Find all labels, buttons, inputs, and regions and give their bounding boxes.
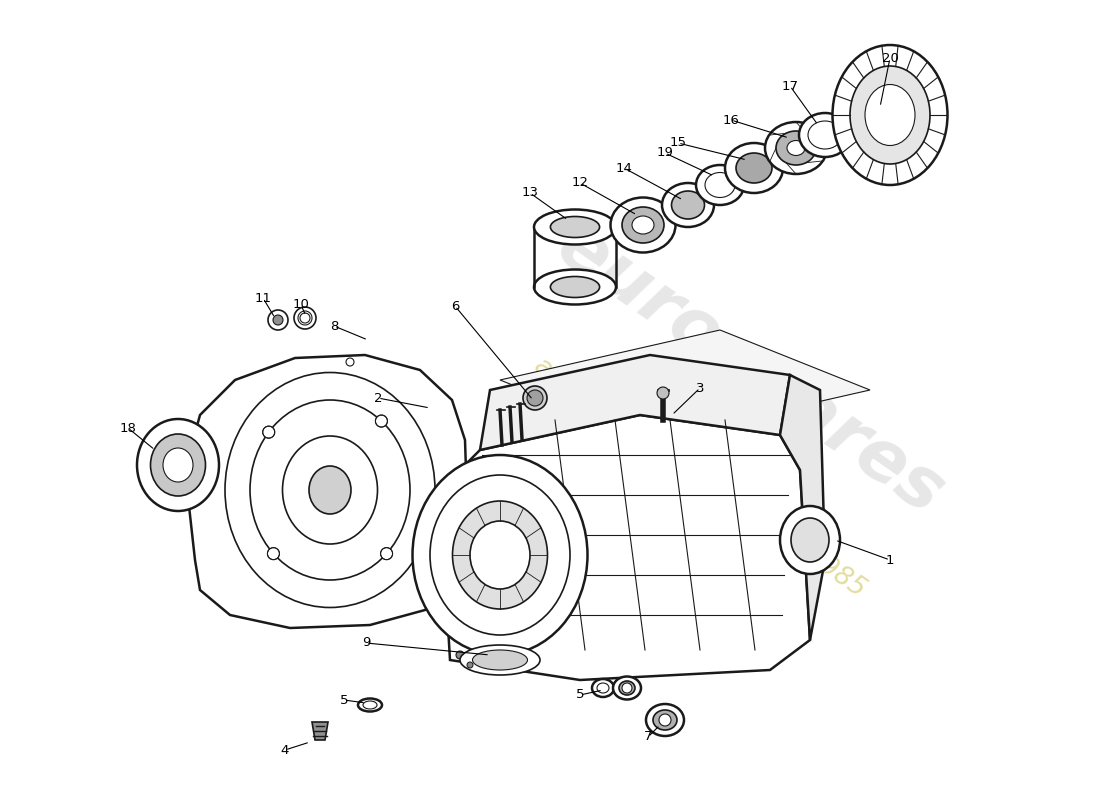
Text: 4: 4 [280, 743, 289, 757]
Circle shape [263, 426, 275, 438]
Ellipse shape [460, 645, 540, 675]
Ellipse shape [358, 698, 382, 711]
Ellipse shape [597, 683, 609, 693]
Circle shape [621, 683, 632, 693]
Text: 15: 15 [670, 137, 686, 150]
Ellipse shape [764, 122, 827, 174]
Text: 14: 14 [616, 162, 632, 174]
Text: 5: 5 [340, 694, 349, 706]
Polygon shape [480, 355, 790, 450]
Ellipse shape [776, 131, 816, 165]
Text: 18: 18 [120, 422, 136, 434]
Circle shape [527, 390, 543, 406]
Ellipse shape [473, 650, 528, 670]
Text: 5: 5 [575, 689, 584, 702]
Ellipse shape [808, 121, 842, 149]
Text: 6: 6 [451, 299, 459, 313]
Circle shape [659, 714, 671, 726]
Ellipse shape [786, 141, 805, 155]
Polygon shape [312, 722, 328, 740]
Ellipse shape [151, 434, 206, 496]
Polygon shape [780, 375, 825, 640]
Circle shape [855, 123, 861, 129]
Ellipse shape [550, 277, 600, 298]
Circle shape [456, 651, 464, 659]
Text: 3: 3 [695, 382, 704, 394]
Ellipse shape [412, 455, 587, 655]
Polygon shape [440, 415, 810, 680]
Text: 1: 1 [886, 554, 894, 566]
Circle shape [300, 313, 310, 323]
Text: 17: 17 [781, 79, 799, 93]
Ellipse shape [705, 173, 735, 198]
Ellipse shape [470, 521, 530, 589]
Text: 2: 2 [374, 391, 383, 405]
Ellipse shape [653, 710, 676, 730]
Ellipse shape [621, 207, 664, 243]
Ellipse shape [725, 143, 783, 193]
Polygon shape [500, 330, 870, 440]
Ellipse shape [613, 677, 641, 699]
Polygon shape [185, 355, 468, 628]
Ellipse shape [696, 165, 744, 205]
Text: 8: 8 [330, 319, 338, 333]
Ellipse shape [736, 153, 772, 183]
Circle shape [381, 548, 393, 560]
Circle shape [375, 415, 387, 427]
Ellipse shape [833, 45, 947, 185]
Text: 7: 7 [644, 730, 652, 743]
Ellipse shape [671, 191, 704, 219]
Ellipse shape [163, 448, 192, 482]
Text: 12: 12 [572, 177, 588, 190]
Ellipse shape [550, 217, 600, 238]
Text: 13: 13 [521, 186, 539, 199]
Text: 11: 11 [254, 291, 272, 305]
Ellipse shape [534, 270, 616, 305]
Ellipse shape [646, 704, 684, 736]
Ellipse shape [662, 183, 714, 227]
Ellipse shape [363, 701, 377, 709]
Text: 16: 16 [723, 114, 739, 126]
Circle shape [267, 548, 279, 560]
Ellipse shape [799, 113, 851, 157]
Ellipse shape [850, 66, 930, 164]
Circle shape [522, 386, 547, 410]
Text: 20: 20 [881, 51, 899, 65]
Ellipse shape [452, 501, 548, 609]
Text: 19: 19 [657, 146, 673, 159]
Text: a passion for parts since 1985: a passion for parts since 1985 [529, 353, 870, 603]
Ellipse shape [592, 679, 614, 697]
Circle shape [273, 315, 283, 325]
Circle shape [657, 387, 669, 399]
Ellipse shape [430, 475, 570, 635]
Text: eurosnares: eurosnares [543, 211, 957, 529]
Text: 10: 10 [293, 298, 309, 311]
Circle shape [468, 662, 473, 668]
Ellipse shape [138, 419, 219, 511]
Circle shape [346, 358, 354, 366]
Ellipse shape [619, 681, 635, 695]
Ellipse shape [780, 506, 840, 574]
Circle shape [294, 307, 316, 329]
Ellipse shape [534, 210, 616, 245]
Ellipse shape [632, 216, 654, 234]
Ellipse shape [791, 518, 829, 562]
Circle shape [268, 310, 288, 330]
Ellipse shape [309, 466, 351, 514]
Text: 9: 9 [362, 637, 371, 650]
Ellipse shape [610, 198, 675, 253]
Ellipse shape [865, 85, 915, 146]
